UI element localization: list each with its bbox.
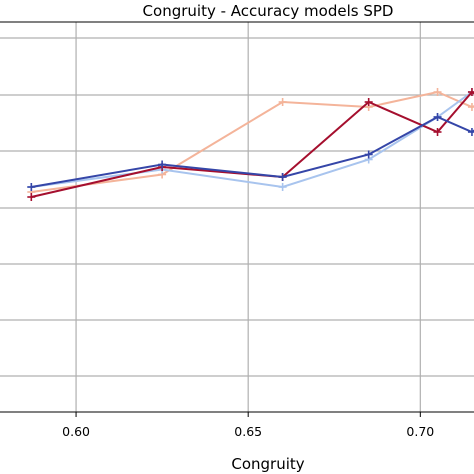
series-line — [31, 115, 474, 188]
data-point-marker — [467, 103, 474, 111]
grid — [0, 22, 474, 412]
chart-title: Congruity - Accuracy models SPD — [143, 2, 394, 20]
series-1 — [27, 88, 474, 196]
series-4 — [27, 113, 474, 191]
x-tick-label: 0.60 — [62, 424, 90, 439]
data-point-marker — [27, 183, 36, 191]
data-point-marker — [278, 173, 287, 181]
data-point-marker — [27, 193, 36, 201]
series-line — [31, 90, 474, 189]
series-line — [31, 90, 474, 198]
data-point-marker — [467, 128, 474, 136]
data-point-marker — [364, 150, 373, 159]
x-tick-label: 0.65 — [234, 424, 262, 439]
x-tick-label: 0.70 — [406, 424, 434, 439]
series-line — [31, 90, 474, 193]
data-point-marker — [433, 128, 442, 136]
data-point-marker — [433, 113, 442, 121]
series-group — [27, 88, 474, 201]
data-point-marker — [278, 98, 287, 106]
data-point-marker — [278, 183, 287, 191]
data-point-marker — [364, 98, 373, 106]
x-axis: 0.60 0.65 0.70 — [62, 412, 434, 439]
data-point-marker — [467, 88, 474, 96]
data-point-marker — [433, 88, 442, 96]
plot-frame — [0, 21, 474, 413]
x-axis-label: Congruity — [231, 455, 304, 473]
data-point-marker — [158, 160, 167, 169]
